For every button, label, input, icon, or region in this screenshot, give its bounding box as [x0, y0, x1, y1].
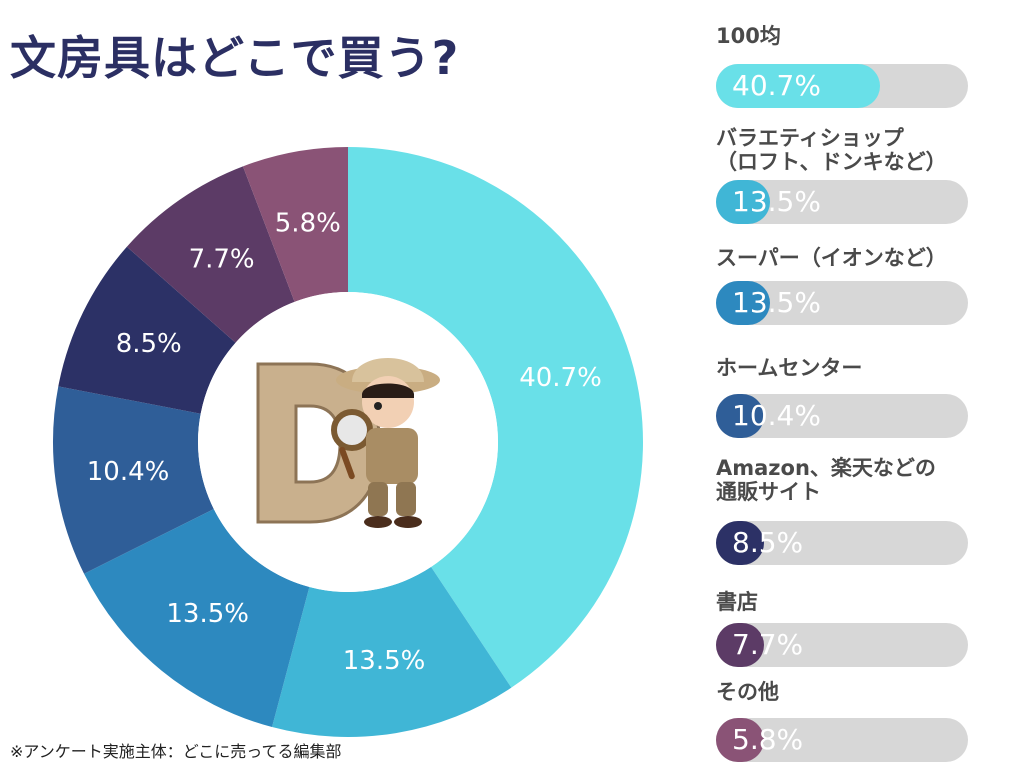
- bar-fill: [716, 394, 764, 438]
- donut-slice: [58, 246, 236, 414]
- bar-track: 8.5%: [716, 521, 968, 565]
- slice-value-label: 13.5%: [343, 646, 426, 676]
- bar-value-label: 13.5%: [732, 185, 821, 218]
- bar-track: 13.5%: [716, 180, 968, 224]
- legend-item-supermarket: スーパー（イオンなど） 13.5%: [716, 246, 972, 325]
- bar-track: 7.7%: [716, 623, 968, 667]
- bar-value-label: 40.7%: [732, 69, 821, 102]
- slice-value-label: 7.7%: [189, 244, 255, 274]
- legend-item-variety-shop: バラエティショップ （ロフト、ドンキなど） 13.5%: [716, 126, 972, 224]
- legend-item-home-center: ホームセンター 10.4%: [716, 356, 972, 438]
- legend-label: バラエティショップ （ロフト、ドンキなど）: [716, 126, 947, 174]
- bar-fill: [716, 281, 771, 325]
- bar-track: 40.7%: [716, 64, 968, 108]
- bar-fill: [716, 623, 764, 667]
- bar-value-label: 10.4%: [732, 399, 821, 432]
- legend-item-online-shop: Amazon、楽天などの 通販サイト 8.5%: [716, 456, 972, 565]
- slice-value-label: 8.5%: [116, 329, 182, 359]
- slice-value-label: 40.7%: [519, 363, 602, 393]
- bar-value-label: 7.7%: [732, 628, 804, 661]
- bar-value-label: 13.5%: [732, 286, 821, 319]
- legend: 100均 40.7% バラエティショップ （ロフト、ドンキなど） 13.5% ス…: [716, 0, 976, 768]
- donut-slice: [272, 566, 512, 737]
- donut-slice: [53, 386, 214, 574]
- legend-label: 100均: [716, 24, 781, 48]
- donut-slice: [84, 508, 310, 728]
- explorer-mascot-logo: [256, 358, 440, 528]
- donut-slice: [348, 147, 644, 688]
- legend-item-other: その他 5.8%: [716, 680, 972, 762]
- bar-fill: [716, 180, 771, 224]
- footnote: ※アンケート実施主体：どこに売ってる編集部: [10, 742, 342, 761]
- donut-slice: [242, 147, 348, 302]
- slice-value-label: 5.8%: [275, 209, 341, 239]
- legend-label: Amazon、楽天などの 通販サイト: [716, 456, 936, 504]
- bar-track: 5.8%: [716, 718, 968, 762]
- donut-slice: [126, 166, 295, 343]
- bar-value-label: 5.8%: [732, 723, 804, 756]
- page-title: 文房具はどこで買う?: [10, 31, 460, 85]
- donut-svg: 40.7% 13.5% 13.5% 10.4% 8.5% 7.7% 5.8%: [53, 147, 644, 737]
- slice-value-label: 13.5%: [166, 599, 249, 629]
- legend-item-100yen: 100均 40.7%: [716, 24, 972, 108]
- legend-item-bookstore: 書店 7.7%: [716, 590, 972, 667]
- slice-value-label: 10.4%: [87, 457, 170, 487]
- donut-chart: 40.7% 13.5% 13.5% 10.4% 8.5% 7.7% 5.8%: [48, 142, 648, 742]
- legend-label: 書店: [716, 590, 758, 614]
- bar-value-label: 8.5%: [732, 526, 804, 559]
- bar-fill: [716, 64, 881, 108]
- legend-label: ホームセンター: [716, 356, 863, 380]
- bar-fill: [716, 718, 764, 762]
- legend-label: スーパー（イオンなど）: [716, 246, 947, 270]
- bar-fill: [716, 521, 764, 565]
- legend-label: その他: [716, 680, 779, 704]
- bar-track: 10.4%: [716, 394, 968, 438]
- bar-track: 13.5%: [716, 281, 968, 325]
